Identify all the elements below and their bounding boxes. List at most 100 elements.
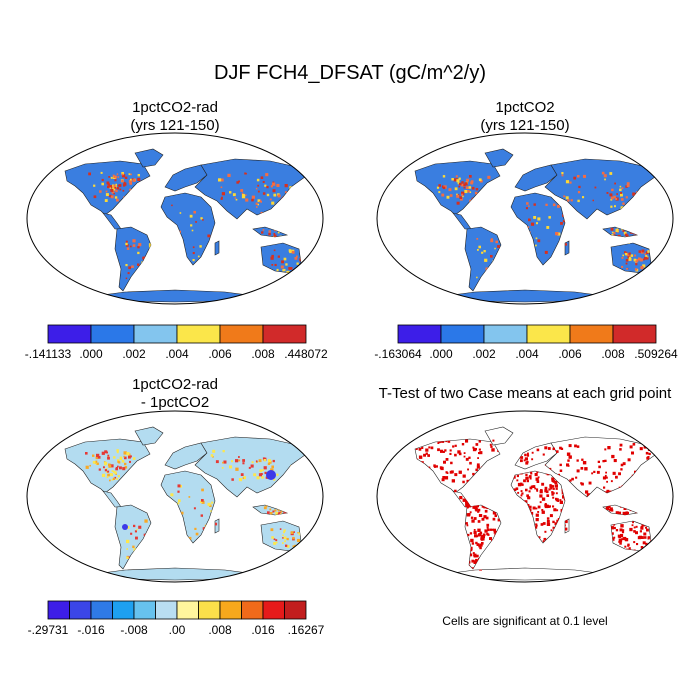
data-cell [277, 194, 281, 198]
data-cell [583, 174, 586, 178]
data-cell [238, 459, 241, 462]
data-cell [621, 228, 623, 231]
data-cell [478, 452, 481, 455]
data-cell [286, 545, 290, 548]
data-cell [497, 450, 499, 452]
data-cell [643, 532, 647, 536]
data-cell [123, 455, 125, 458]
data-cell [235, 459, 239, 463]
data-cell [476, 276, 478, 279]
data-cell [611, 188, 614, 192]
data-cell [258, 473, 262, 477]
data-cell [479, 543, 483, 547]
data-cell [531, 451, 534, 454]
data-cell [554, 522, 558, 526]
data-cell [637, 554, 640, 557]
data-cell [601, 171, 605, 175]
colorbar-box [176, 600, 199, 620]
data-cell [486, 526, 489, 529]
continent-madagascar [214, 240, 220, 256]
data-cell [622, 529, 625, 532]
panel-3-colorbar: -.29731 -.016 -.008 .00 .008 .016 .16267 [28, 600, 325, 637]
data-cell [277, 231, 280, 234]
data-cell [105, 468, 108, 470]
data-cell [477, 249, 479, 251]
data-cell [546, 522, 551, 526]
data-cell [137, 177, 141, 181]
data-cell [571, 477, 574, 481]
data-cell [615, 198, 618, 200]
data-cell [280, 510, 283, 513]
data-cell [483, 515, 487, 519]
map-border [376, 132, 674, 305]
data-cell [244, 172, 247, 175]
data-cell [620, 468, 623, 471]
data-cell [427, 454, 430, 457]
data-cell [423, 453, 426, 457]
data-cell [108, 464, 112, 468]
data-cell [104, 463, 107, 466]
data-cell [133, 524, 136, 528]
data-cell [124, 462, 127, 466]
data-cell [445, 440, 448, 443]
data-cell [524, 453, 527, 457]
data-cell [264, 184, 267, 187]
data-cell [544, 503, 547, 506]
data-cell [520, 490, 523, 492]
data-cell [622, 462, 626, 466]
data-cell [475, 443, 479, 446]
data-cell [559, 499, 562, 502]
data-cell [105, 190, 108, 193]
data-cell [274, 509, 277, 512]
data-cell [643, 258, 645, 261]
data-cell [464, 182, 468, 186]
data-cell [212, 456, 214, 458]
data-cell [551, 485, 554, 488]
data-cell [290, 531, 294, 534]
colorbar-box [219, 324, 264, 344]
data-cell [535, 507, 538, 510]
data-cell [634, 268, 638, 271]
data-cell [580, 467, 584, 470]
data-cell [596, 470, 600, 474]
data-cell [457, 450, 461, 454]
data-cell [448, 188, 452, 192]
data-cell [543, 538, 546, 541]
data-cell [144, 519, 148, 523]
colorbar-box [155, 600, 178, 620]
data-cell [645, 542, 648, 546]
data-cell [521, 492, 524, 495]
data-cell [555, 498, 559, 502]
data-cell [463, 455, 466, 458]
data-cell [555, 487, 558, 490]
data-cell [112, 184, 115, 187]
data-cell [530, 485, 534, 488]
data-cell [624, 537, 627, 541]
data-cell [283, 268, 286, 272]
data-cell [223, 460, 227, 464]
data-cell [258, 199, 260, 202]
data-cell [128, 266, 131, 270]
data-cell [533, 203, 536, 206]
data-cell [466, 186, 469, 189]
data-cell [222, 461, 224, 464]
colorbar-label: -.016 [77, 623, 105, 637]
data-cell [260, 211, 263, 215]
data-cell [110, 176, 113, 179]
map-border [26, 132, 324, 305]
data-cell [550, 529, 553, 532]
data-cell [441, 478, 445, 482]
data-cell [190, 224, 193, 227]
data-cell [477, 528, 481, 532]
data-cell [616, 193, 618, 195]
data-cell [516, 479, 519, 482]
data-cell [104, 199, 108, 202]
data-cell [479, 451, 483, 455]
data-cell [110, 464, 114, 468]
colorbar-label: -.163064 [374, 347, 422, 361]
data-cell [451, 178, 454, 181]
data-cell [628, 256, 631, 259]
data-cell [258, 199, 262, 202]
data-cell [626, 253, 630, 257]
colorbar-label: .016 [251, 623, 275, 637]
